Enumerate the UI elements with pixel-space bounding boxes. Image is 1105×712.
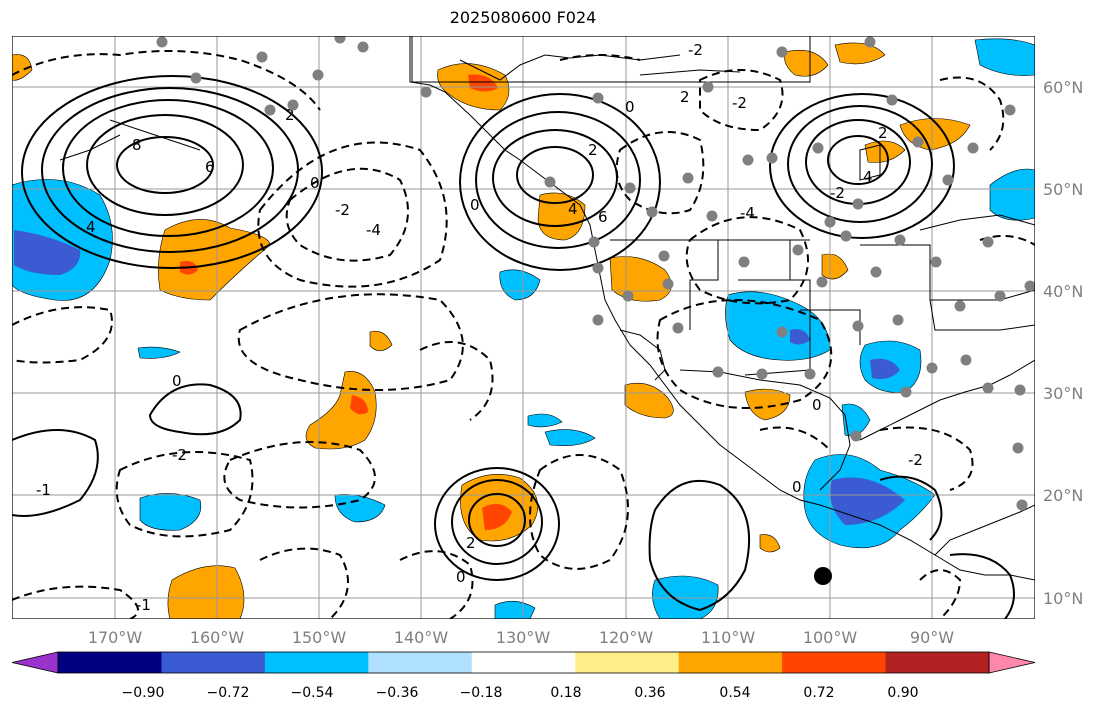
colorbar-segment	[161, 652, 266, 673]
contour-label: 4	[863, 168, 873, 186]
contour-label: -4	[366, 221, 381, 239]
dashed-contours	[12, 50, 1035, 619]
contour-label: -2	[172, 446, 187, 464]
colorbar-segment	[471, 652, 576, 673]
contour-label: 2	[680, 88, 690, 106]
lon-label: 140°W	[394, 628, 449, 647]
lat-label: 10°N	[1043, 589, 1083, 608]
lat-label: 40°N	[1043, 282, 1083, 301]
colorbar-tick-label: −0.72	[207, 685, 250, 701]
colorbar-tick-label: −0.54	[291, 685, 334, 701]
latitude-labels: 60°N 50°N 40°N 30°N 20°N 10°N	[1043, 78, 1083, 608]
colorbar-tick-label: 0.36	[634, 685, 665, 701]
colorbar-extend-low	[11, 651, 59, 674]
colorbar-tick-label: −0.18	[460, 685, 503, 701]
gridlines	[12, 36, 1035, 619]
contour-label: 8	[132, 136, 142, 154]
colorbar-tick-label: 0.18	[550, 685, 581, 701]
contour-label: 0	[172, 372, 182, 390]
colorbar-tick-label: −0.90	[122, 685, 165, 701]
colorbar-tick-label: 0.54	[719, 685, 750, 701]
lon-label: 160°W	[190, 628, 245, 647]
contour-labels: 8 6 4 2 0 -2 -4 6 4 2 0 -2 -4 2 0 -2 4 2…	[36, 41, 923, 614]
colorbar-tick-label: 0.72	[803, 685, 834, 701]
colorbar	[11, 651, 1036, 674]
colorbar-segment	[58, 652, 162, 673]
contour-label: 2	[588, 141, 598, 159]
colorbar-segment	[264, 652, 369, 673]
colorbar-segment	[368, 652, 473, 673]
lat-label: 50°N	[1043, 180, 1083, 199]
contour-label: 0	[812, 396, 822, 414]
lon-label: 120°W	[599, 628, 654, 647]
contour-label: -2	[732, 94, 747, 112]
map-title: 2025080600 F024	[449, 8, 597, 27]
location-marker	[814, 567, 832, 585]
lon-label: 110°W	[701, 628, 756, 647]
lon-label: 150°W	[292, 628, 347, 647]
coastlines	[59, 36, 1035, 581]
contour-label: -2	[688, 41, 703, 59]
contour-label: 6	[205, 158, 215, 176]
colorbar-tick-label: 0.90	[887, 685, 918, 701]
colorbar-tick-labels: −0.90 −0.72 −0.54 −0.36 −0.18 0.18 0.36 …	[122, 685, 919, 701]
contour-label: -1	[136, 596, 151, 614]
solid-contours	[12, 75, 1015, 619]
lat-label: 20°N	[1043, 486, 1083, 505]
contour-label: 4	[568, 200, 578, 218]
lat-label: 30°N	[1043, 384, 1083, 403]
contour-label: -2	[335, 201, 350, 219]
contour-label: 6	[598, 208, 608, 226]
contour-label: 0	[456, 568, 466, 586]
colorbar-tick-label: −0.36	[376, 685, 419, 701]
lon-label: 170°W	[88, 628, 143, 647]
colorbar-frame	[57, 651, 990, 674]
lon-label: 100°W	[803, 628, 858, 647]
contour-label: 2	[285, 106, 295, 124]
longitude-labels: 170°W 160°W 150°W 140°W 130°W 120°W 110°…	[88, 628, 954, 647]
contour-label: -2	[908, 451, 923, 469]
lon-label: 90°W	[910, 628, 954, 647]
contour-label: 0	[470, 196, 480, 214]
contour-label: 0	[625, 98, 635, 116]
contour-label: 2	[878, 124, 888, 142]
contour-label: 0	[310, 174, 320, 192]
contour-label: 0	[792, 478, 802, 496]
colorbar-segment	[575, 652, 680, 673]
colorbar-extend-high	[988, 651, 1036, 674]
contour-label: 2	[466, 534, 476, 552]
contour-label: -4	[740, 204, 755, 222]
station-markers	[156, 36, 1035, 511]
map-panel: 8 6 4 2 0 -2 -4 6 4 2 0 -2 -4 2 0 -2 4 2…	[12, 36, 1035, 619]
lat-label: 60°N	[1043, 78, 1083, 97]
contour-label: -1	[36, 481, 51, 499]
contour-label: 4	[86, 218, 96, 236]
colorbar-segment	[782, 652, 887, 673]
contour-label: -2	[830, 184, 845, 202]
lon-label: 130°W	[496, 628, 551, 647]
colorbar-segment	[678, 652, 783, 673]
colorbar-segment	[885, 652, 990, 673]
